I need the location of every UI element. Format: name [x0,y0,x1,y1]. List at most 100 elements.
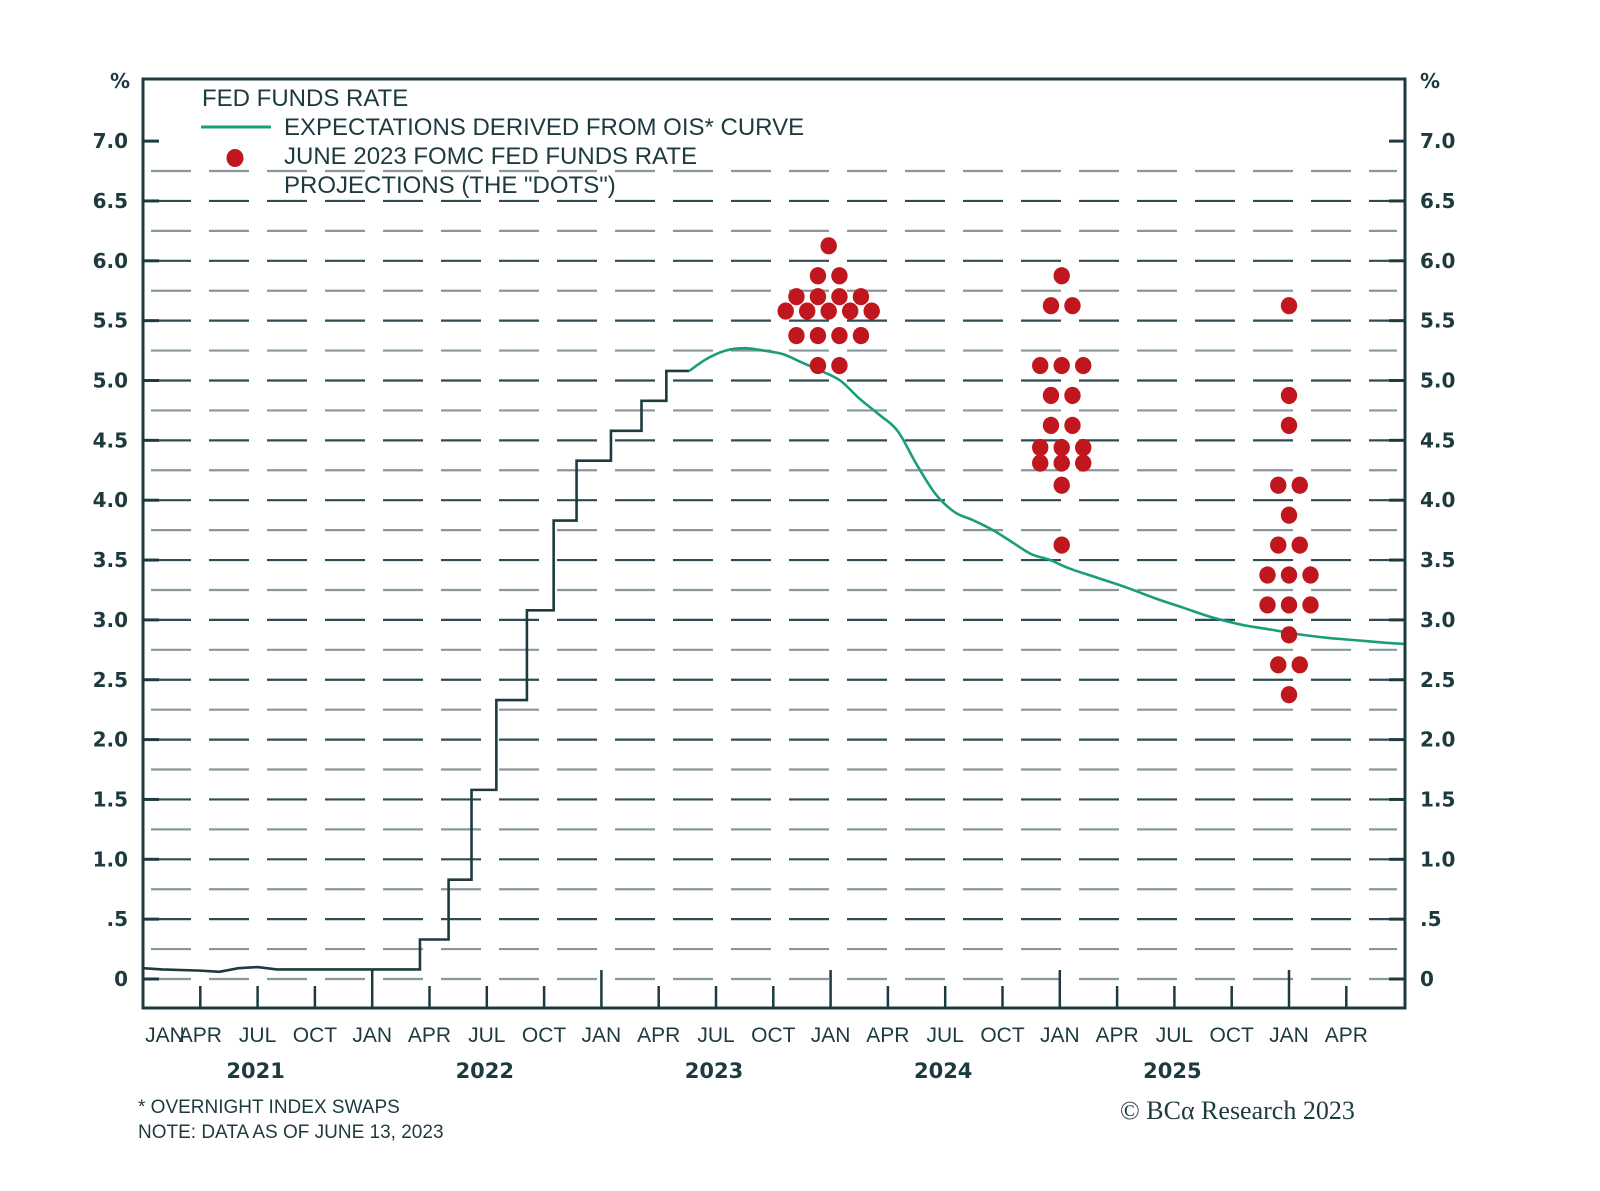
y-axis-unit-right: % [1420,69,1440,93]
y-tick-label-left: 3.5 [93,548,128,572]
x-tick-label: JAN [145,1024,185,1047]
y-tick-label-left: .5 [106,907,128,931]
fomc-dot-2024 [1042,297,1060,315]
fomc-dot-2024 [1053,438,1070,457]
fomc-dot-2024 [1064,297,1081,315]
fomc-dot-2024 [1053,454,1070,472]
fomc-dot-2025 [1280,686,1298,704]
y-tick-label-left: 2.0 [93,728,128,752]
x-tick-label: JUL [1156,1024,1193,1047]
y-tick-label-left: 5.0 [93,369,128,393]
y-tick-label-right: 4.0 [1420,488,1455,512]
y-tick-label-right: 5.5 [1420,309,1455,333]
fomc-dot-2023 [831,267,848,285]
y-tick-label-right: 6.0 [1420,249,1455,273]
x-year-label: 2024 [914,1059,972,1083]
fomc-dot-2024 [1075,356,1092,375]
legend-dots-swatch [226,149,244,167]
y-tick-label-left: 4.0 [93,488,128,512]
fomc-dot-2025 [1270,656,1287,674]
fomc-dot-2023 [777,302,794,320]
x-tick-label: JAN [582,1024,622,1047]
fomc-dot-2023 [831,327,848,345]
x-tick-label: APR [408,1024,451,1047]
x-tick-label: APR [637,1024,680,1047]
legend-fed-funds-label: FED FUNDS RATE [202,85,408,112]
fomc-dot-2023 [809,356,827,375]
x-tick-label: APR [1096,1024,1139,1047]
y-tick-label-left: 6.0 [93,249,128,273]
fomc-dot-2024 [1064,416,1081,434]
x-tick-label: JUL [239,1024,276,1047]
y-tick-label-left: 1.0 [93,847,128,871]
y-tick-label-left: 4.5 [93,428,128,452]
fomc-dot-2024 [1042,386,1060,405]
legend-ois-label: EXPECTATIONS DERIVED FROM OIS* CURVE [284,114,804,141]
x-tick-label: OCT [293,1024,338,1047]
y-tick-label-right: 2.0 [1420,728,1455,752]
fomc-dot-2025 [1280,626,1298,644]
y-tick-label-right: 0 [1420,967,1434,991]
fomc-dot-2023 [788,288,805,306]
fed-funds-rate-line [142,369,690,974]
x-tick-label: JUL [468,1024,505,1047]
legend-dots-label-line1: JUNE 2023 FOMC FED FUNDS RATE [284,143,697,170]
copyright-label: © BCα Research 2023 [1120,1096,1355,1125]
y-tick-label-left: 7.0 [93,129,128,153]
x-tick-label: OCT [980,1024,1025,1047]
x-year-label: 2025 [1143,1059,1201,1083]
x-tick-label: OCT [1210,1024,1255,1047]
fomc-dot-2025 [1280,506,1298,524]
x-year-label: 2022 [456,1059,514,1083]
fomc-dot-2023 [809,327,827,345]
y-tick-label-right: .5 [1420,907,1442,931]
y-tick-label-right: 6.5 [1420,189,1455,213]
fomc-dot-2023 [852,288,870,306]
fomc-dot-2025 [1280,596,1298,614]
axes: 0 0 .5 .5 1.0 1.0 1.5 1.5 2.0 2.0 2.5 2.5 3.0 3.0 3.5 3… [93,69,1456,1083]
fomc-dot-2023 [798,302,816,320]
y-tick-label-right: 3.0 [1420,608,1455,632]
grid-lines [151,169,1397,981]
fomc-dot-2024 [1064,386,1081,405]
y-tick-label-right: 5.0 [1420,369,1455,393]
fomc-dots [777,237,1319,704]
fomc-dot-2024 [1053,267,1070,285]
fomc-dot-2024 [1053,476,1070,494]
fomc-dot-2023 [863,302,880,320]
fomc-dot-2023 [788,327,805,345]
x-tick-label: JUL [927,1024,964,1047]
fomc-dot-2024 [1053,536,1070,554]
series [142,346,1404,974]
x-year-label: 2023 [685,1059,743,1083]
y-tick-label-right: 1.5 [1420,787,1455,811]
fomc-dot-2023 [809,288,827,306]
fomc-dot-2024 [1032,356,1049,375]
y-tick-label-left: 6.5 [93,189,128,213]
fomc-dot-2025 [1270,536,1287,554]
fomc-dot-2023 [831,356,848,375]
fomc-dot-2024 [1032,454,1049,472]
y-tick-label-right: 1.0 [1420,847,1455,871]
fomc-dot-2024 [1053,356,1070,375]
fomc-dot-2025 [1291,656,1308,674]
fomc-dot-2024 [1075,454,1092,472]
y-tick-label-left: 5.5 [93,309,128,333]
x-tick-label: APR [179,1024,222,1047]
fomc-dot-2025 [1291,536,1308,554]
y-tick-label-left: 1.5 [93,787,128,811]
ois-expectations-line [688,346,1404,646]
fomc-dot-2025 [1280,297,1298,315]
footnote-ois: * OVERNIGHT INDEX SWAPS [138,1097,400,1118]
x-tick-label: APR [1325,1024,1368,1047]
x-tick-label: OCT [522,1024,567,1047]
y-tick-label-right: 7.0 [1420,129,1455,153]
fomc-dot-2025 [1259,566,1276,584]
y-tick-label-right: 3.5 [1420,548,1455,572]
y-tick-label-left: 3.0 [93,608,128,632]
y-tick-label-right: 4.5 [1420,428,1455,452]
fomc-dot-2023 [820,237,837,255]
x-tick-label: APR [866,1024,909,1047]
